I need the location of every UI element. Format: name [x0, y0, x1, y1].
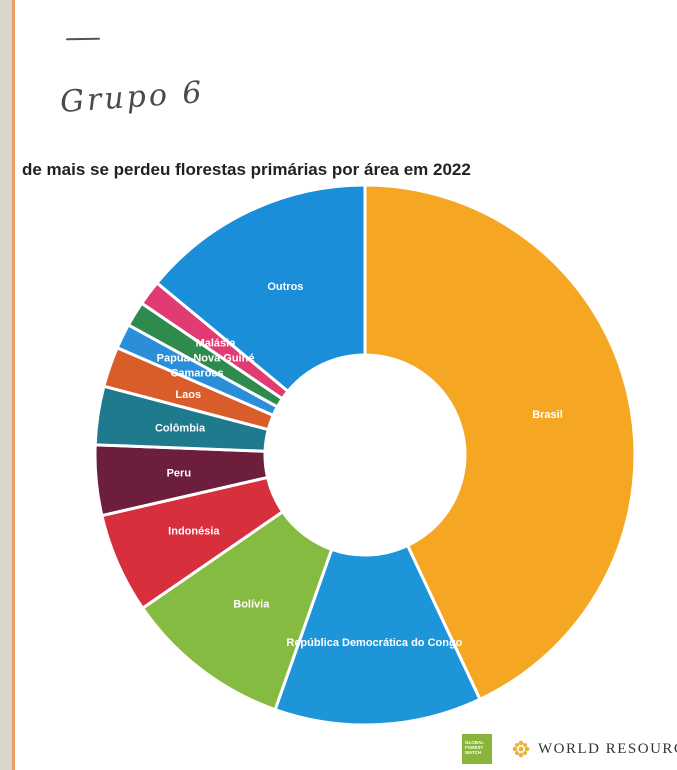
slice-label: Peru	[167, 468, 191, 480]
wri-logo-text: WORLD RESOURC	[538, 740, 677, 757]
donut-slice	[273, 543, 482, 727]
slice-label: Brasil	[532, 409, 563, 421]
global-forest-watch-logo: GLOBAL FOREST WATCH	[462, 734, 492, 764]
slice-label: Bolívia	[233, 598, 270, 610]
slice-label: Outros	[267, 281, 303, 293]
paper-edge	[0, 0, 12, 770]
donut-slice	[154, 183, 367, 394]
slice-label: República Democrática do Congo	[286, 637, 462, 649]
gfw-logo-line-2: FOREST	[465, 745, 484, 750]
wri-mark-icon	[512, 740, 530, 758]
slice-label: Indonésia	[168, 525, 220, 537]
wri-logo: WORLD RESOURC	[512, 740, 677, 758]
paper-edge-stripe	[12, 0, 15, 770]
gfw-logo-line-1: GLOBAL	[465, 740, 484, 745]
slice-label: Papua-Nova Guiné	[157, 352, 255, 364]
slice-label: Malásia	[196, 338, 237, 350]
donut-slice	[140, 509, 334, 712]
slice-label: Laos	[175, 389, 201, 401]
chart-title: de mais se perdeu florestas primárias po…	[22, 160, 471, 179]
gfw-logo-line-3: WATCH	[465, 750, 482, 755]
slice-label: Colômbia	[155, 422, 206, 434]
donut-slice	[363, 183, 637, 702]
slice-label: Camarões	[170, 368, 223, 380]
